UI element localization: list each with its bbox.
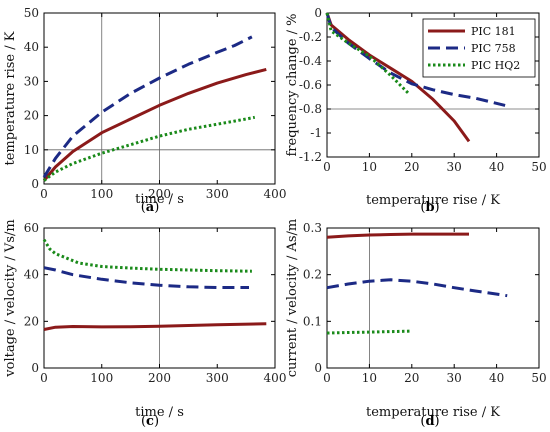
panel-label: (a) xyxy=(141,200,160,215)
x-tick-label: 20 xyxy=(404,371,419,385)
y-tick-label: 30 xyxy=(24,74,39,88)
panel-4: 0 10 20 30 40 50 0 0.1 0.2 0.3 temperature rise / … xyxy=(285,219,547,429)
y-tick-label: 50 xyxy=(24,6,39,20)
panel-label: (b) xyxy=(420,200,439,215)
y-tick-label: -0.8 xyxy=(299,102,322,116)
y-tick-label: 0.2 xyxy=(303,268,322,282)
series-line-pichq2 xyxy=(42,238,252,273)
x-tick-label: 300 xyxy=(206,187,229,201)
x-tick-label: 0 xyxy=(323,371,331,385)
y-tick-label: 40 xyxy=(24,268,39,282)
x-tick-label: 30 xyxy=(447,160,462,174)
plot-frame xyxy=(326,227,540,369)
series-line-pichq2 xyxy=(325,12,411,96)
y-tick-label: -1 xyxy=(310,126,322,140)
x-axis-title: temperature rise / K xyxy=(366,193,500,208)
x-tick-label: 0 xyxy=(323,160,331,174)
y-tick-label: 0.1 xyxy=(303,314,322,328)
y-tick-label: 60 xyxy=(24,221,39,235)
x-tick-label: 10 xyxy=(362,371,377,385)
legend: PIC 181 PIC 758 PIC HQ2 xyxy=(422,18,536,78)
y-tick-label: 0.3 xyxy=(303,221,322,235)
y-tick-label: -0.6 xyxy=(299,78,322,92)
x-tick-label: 200 xyxy=(148,371,171,385)
y-tick-label: 0 xyxy=(31,361,39,375)
series-line-pic758 xyxy=(325,12,506,107)
x-tick-label: 400 xyxy=(264,371,287,385)
y-tick-label: 10 xyxy=(24,143,39,157)
x-tick-label: 40 xyxy=(489,160,504,174)
y-tick-label: 0 xyxy=(314,6,322,20)
x-tick-label: 10 xyxy=(362,160,377,174)
y-tick-label: 40 xyxy=(24,40,39,54)
legend-label: PIC 758 xyxy=(471,42,516,55)
y-axis-title: frequency change / % xyxy=(285,13,300,156)
x-tick-label: 30 xyxy=(447,371,462,385)
legend-label: PIC 181 xyxy=(471,25,516,38)
x-tick-label: 400 xyxy=(264,187,287,201)
y-tick-label: -0.2 xyxy=(299,30,322,44)
y-tick-label: -1.2 xyxy=(299,150,322,164)
y-tick-label: 20 xyxy=(24,109,39,123)
panel-label: (d) xyxy=(420,414,439,429)
x-axis-title: temperature rise / K xyxy=(366,405,500,420)
y-axis-title: current / velocity / As/m xyxy=(285,219,300,377)
legend-box xyxy=(422,18,536,78)
x-tick-label: 100 xyxy=(90,187,113,201)
y-axis-title: temperature rise / K xyxy=(3,31,18,165)
y-tick-label: 20 xyxy=(24,314,39,328)
series-line-pic181 xyxy=(42,67,267,182)
x-tick-label: 300 xyxy=(206,371,229,385)
y-tick-label: 0 xyxy=(31,177,39,191)
series-line-pic758 xyxy=(42,35,253,178)
x-tick-label: 50 xyxy=(531,160,546,174)
panel-1: 0 100 200 300 400 0 10 20 30 40 50 time / s temperat… xyxy=(3,6,286,215)
panel-label: (c) xyxy=(141,414,159,429)
x-tick-label: 0 xyxy=(40,187,48,201)
x-tick-label: 0 xyxy=(40,371,48,385)
x-tick-label: 200 xyxy=(148,187,171,201)
y-tick-label: -0.4 xyxy=(299,54,323,68)
series-line-pichq2 xyxy=(326,329,412,335)
legend-label: PIC HQ2 xyxy=(471,59,520,72)
x-tick-label: 40 xyxy=(489,371,504,385)
series-line-pic181 xyxy=(325,12,471,143)
x-axis-title: time / s xyxy=(135,192,184,207)
y-tick-label: 0 xyxy=(314,361,322,375)
panel-2: 0 10 20 30 40 50 0 -0.2 -0.4 -0.6 -0.8 -1 -1.2 temper… xyxy=(285,6,547,215)
series-line-pic758 xyxy=(43,266,249,289)
series-line-pic181 xyxy=(326,232,469,239)
y-axis-title: voltage / velocity / Vs/m xyxy=(3,219,18,377)
x-tick-label: 50 xyxy=(531,371,546,385)
series-line-pic758 xyxy=(326,278,508,298)
x-tick-label: 20 xyxy=(404,160,419,174)
x-axis-title: time / s xyxy=(135,405,184,420)
x-tick-label: 100 xyxy=(90,371,113,385)
series-line-pic181 xyxy=(43,322,267,331)
panel-3: 0 100 200 300 400 0 20 40 60 time / s voltage / ve… xyxy=(3,219,286,429)
